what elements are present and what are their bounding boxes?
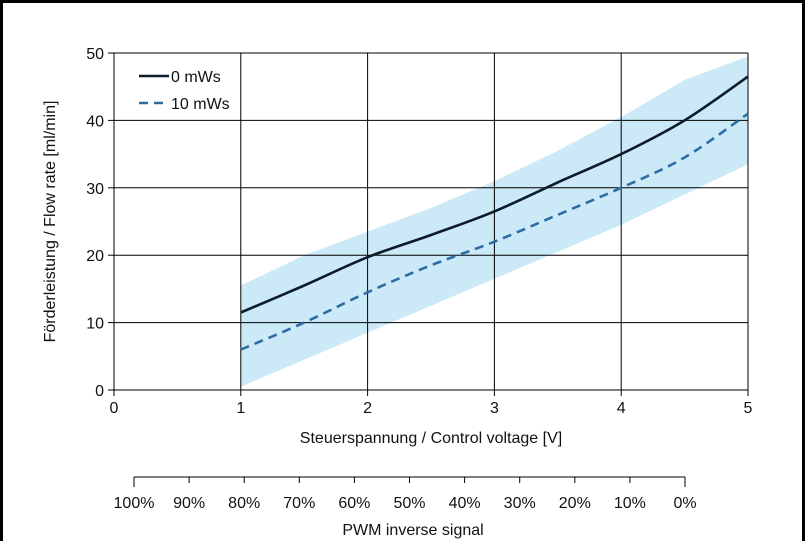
x-tick-label: 3 — [490, 400, 499, 417]
y-tick-label: 40 — [86, 113, 104, 130]
y-tick-label: 30 — [86, 181, 104, 198]
x-axis-label: Steuerspannung / Control voltage [V] — [300, 430, 562, 447]
y-tick-label: 0 — [95, 383, 104, 400]
x-tick-label: 2 — [363, 400, 372, 417]
y-tick-label: 50 — [86, 46, 104, 63]
x-tick-label: 1 — [236, 400, 245, 417]
pwm-tick-label: 30% — [504, 495, 536, 512]
y-tick-label: 20 — [86, 248, 104, 265]
x-tick-label: 5 — [744, 400, 753, 417]
legend: 0 mWs 10 mWs — [139, 69, 230, 113]
pwm-tick-label: 70% — [283, 495, 315, 512]
pwm-axis-label: PWM inverse signal — [342, 522, 483, 539]
pwm-secondary-axis: 100% 90% 80% 70% 60% 50% 40% 30% 20% 10% 0% — [114, 476, 697, 512]
y-tick-label: 10 — [86, 316, 104, 333]
series-layer — [240, 75, 749, 351]
grid-layer — [114, 52, 749, 390]
series-line-1 — [240, 112, 749, 351]
x-tick-label: 0 — [110, 400, 119, 417]
pwm-tick-label: 80% — [228, 495, 260, 512]
pwm-tick-label: 60% — [338, 495, 370, 512]
pwm-tick-label: 90% — [173, 495, 205, 512]
pwm-tick-label: 10% — [614, 495, 646, 512]
pwm-tick-label: 40% — [449, 495, 481, 512]
pwm-tick-label: 20% — [559, 495, 591, 512]
series-line-0 — [240, 75, 749, 314]
pwm-tick-label: 100% — [114, 495, 155, 512]
pwm-tick-label: 0% — [673, 495, 696, 512]
legend-label-0: 0 mWs — [171, 69, 221, 86]
legend-label-1: 10 mWs — [171, 96, 230, 113]
pwm-tick-label: 50% — [393, 495, 425, 512]
y-axis-label: Förderleistung / Flow rate [ml/min] — [42, 101, 59, 343]
x-tick-label: 4 — [617, 400, 626, 417]
